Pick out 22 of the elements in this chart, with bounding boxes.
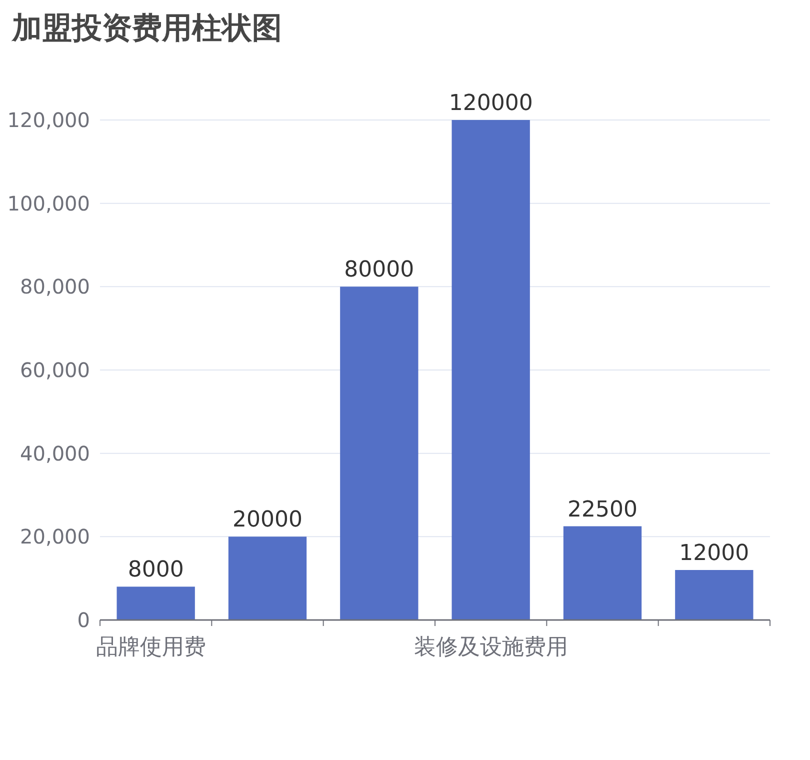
data-label: 120000 — [448, 91, 533, 116]
data-label: 12000 — [679, 541, 750, 566]
chart-title: 加盟投资费用柱状图 — [11, 11, 282, 46]
bar — [675, 570, 754, 620]
data-label: 20000 — [232, 508, 302, 533]
y-tick-label: 80,000 — [20, 274, 90, 299]
y-tick-label: 100,000 — [7, 191, 90, 216]
x-tick-label: 装修及设施费用 — [414, 635, 568, 660]
bar — [116, 586, 195, 620]
y-tick-label: 0 — [77, 608, 90, 632]
y-tick-label: 120,000 — [7, 108, 90, 132]
data-label: 22500 — [568, 497, 638, 522]
x-tick-label: 品牌使用费 — [96, 635, 206, 660]
y-tick-label: 20,000 — [20, 524, 90, 549]
y-tick-label: 60,000 — [20, 358, 90, 382]
bar — [452, 120, 530, 620]
bar — [228, 536, 307, 620]
bar — [563, 526, 642, 620]
data-label: 80000 — [344, 258, 414, 283]
data-label: 8000 — [128, 558, 184, 583]
y-tick-label: 40,000 — [20, 441, 90, 466]
bar — [340, 286, 418, 620]
